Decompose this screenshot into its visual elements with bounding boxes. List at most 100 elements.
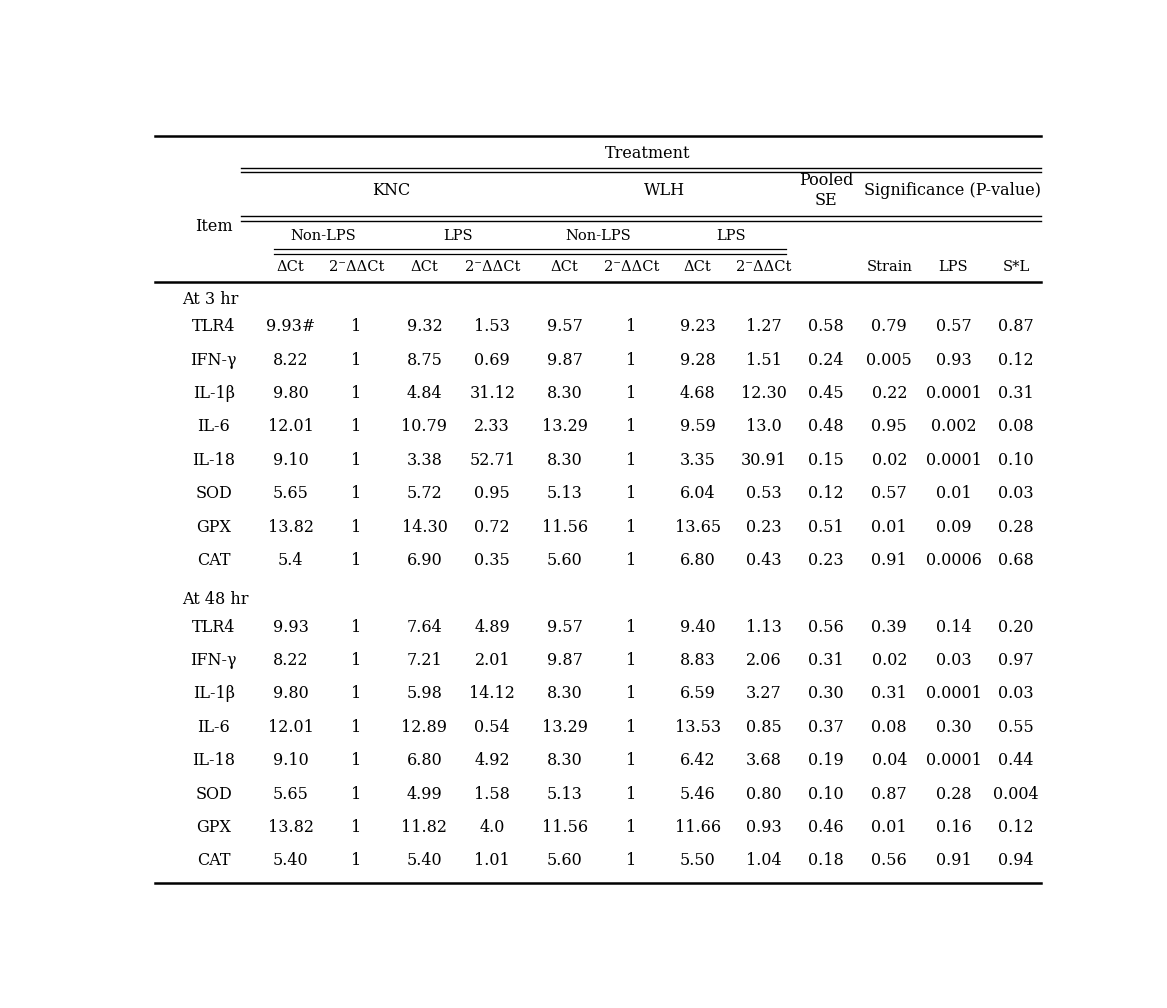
Text: 0.44: 0.44 bbox=[998, 752, 1034, 769]
Text: 0.56: 0.56 bbox=[872, 853, 907, 869]
Text: 1: 1 bbox=[351, 485, 362, 502]
Text: 1: 1 bbox=[351, 652, 362, 669]
Text: ΔCt: ΔCt bbox=[411, 260, 439, 274]
Text: 1: 1 bbox=[351, 385, 362, 402]
Text: IFN-γ: IFN-γ bbox=[190, 352, 237, 369]
Text: 52.71: 52.71 bbox=[469, 452, 516, 469]
Text: 0.12: 0.12 bbox=[998, 352, 1034, 369]
Text: IFN-γ: IFN-γ bbox=[190, 652, 237, 669]
Text: 1: 1 bbox=[627, 485, 637, 502]
Text: 0.68: 0.68 bbox=[998, 552, 1034, 569]
Text: 9.10: 9.10 bbox=[273, 752, 308, 769]
Text: 1: 1 bbox=[627, 619, 637, 636]
Text: 1: 1 bbox=[627, 785, 637, 802]
Text: 0.08: 0.08 bbox=[998, 418, 1034, 435]
Text: 2⁻ΔΔCt: 2⁻ΔΔCt bbox=[329, 260, 384, 274]
Text: 8.30: 8.30 bbox=[547, 452, 582, 469]
Text: 9.40: 9.40 bbox=[679, 619, 715, 636]
Text: 1.27: 1.27 bbox=[746, 319, 782, 336]
Text: 0.87: 0.87 bbox=[998, 319, 1034, 336]
Text: 0.24: 0.24 bbox=[809, 352, 844, 369]
Text: 1: 1 bbox=[627, 719, 637, 736]
Text: 0.09: 0.09 bbox=[936, 518, 971, 535]
Text: 1: 1 bbox=[627, 552, 637, 569]
Text: 0.45: 0.45 bbox=[809, 385, 844, 402]
Text: 5.46: 5.46 bbox=[679, 785, 715, 802]
Text: 0.02: 0.02 bbox=[872, 452, 907, 469]
Text: LPS: LPS bbox=[938, 260, 969, 274]
Text: 1: 1 bbox=[351, 319, 362, 336]
Text: 1: 1 bbox=[351, 785, 362, 802]
Text: TLR4: TLR4 bbox=[191, 619, 236, 636]
Text: 0.43: 0.43 bbox=[746, 552, 782, 569]
Text: 0.23: 0.23 bbox=[746, 518, 782, 535]
Text: 0.0001: 0.0001 bbox=[925, 685, 981, 703]
Text: 1.04: 1.04 bbox=[746, 853, 782, 869]
Text: SOD: SOD bbox=[195, 485, 232, 502]
Text: 0.23: 0.23 bbox=[809, 552, 844, 569]
Text: 0.57: 0.57 bbox=[936, 319, 971, 336]
Text: 9.57: 9.57 bbox=[546, 619, 582, 636]
Text: 0.91: 0.91 bbox=[872, 552, 907, 569]
Text: 0.31: 0.31 bbox=[872, 685, 907, 703]
Text: 0.93: 0.93 bbox=[936, 352, 971, 369]
Text: 5.65: 5.65 bbox=[273, 485, 308, 502]
Text: 4.68: 4.68 bbox=[679, 385, 715, 402]
Text: 0.94: 0.94 bbox=[998, 853, 1034, 869]
Text: 13.53: 13.53 bbox=[675, 719, 721, 736]
Text: 4.92: 4.92 bbox=[475, 752, 510, 769]
Text: IL-6: IL-6 bbox=[197, 719, 230, 736]
Text: 2.01: 2.01 bbox=[475, 652, 510, 669]
Text: 12.01: 12.01 bbox=[267, 719, 314, 736]
Text: 9.93#: 9.93# bbox=[266, 319, 315, 336]
Text: 9.59: 9.59 bbox=[679, 418, 715, 435]
Text: 11.56: 11.56 bbox=[541, 518, 588, 535]
Text: 0.0006: 0.0006 bbox=[925, 552, 981, 569]
Text: 0.93: 0.93 bbox=[746, 818, 782, 836]
Text: 0.002: 0.002 bbox=[931, 418, 977, 435]
Text: 1.01: 1.01 bbox=[475, 853, 510, 869]
Text: LPS: LPS bbox=[715, 229, 746, 243]
Text: 1: 1 bbox=[627, 452, 637, 469]
Text: 1: 1 bbox=[351, 619, 362, 636]
Text: Treatment: Treatment bbox=[605, 145, 691, 162]
Text: 0.55: 0.55 bbox=[998, 719, 1034, 736]
Text: SOD: SOD bbox=[195, 785, 232, 802]
Text: 12.89: 12.89 bbox=[401, 719, 447, 736]
Text: 4.99: 4.99 bbox=[406, 785, 442, 802]
Text: 8.83: 8.83 bbox=[679, 652, 715, 669]
Text: ΔCt: ΔCt bbox=[551, 260, 579, 274]
Text: 6.80: 6.80 bbox=[679, 552, 715, 569]
Text: 2.06: 2.06 bbox=[746, 652, 782, 669]
Text: 5.60: 5.60 bbox=[547, 853, 582, 869]
Text: 5.50: 5.50 bbox=[679, 853, 715, 869]
Text: 1: 1 bbox=[351, 719, 362, 736]
Text: 1: 1 bbox=[627, 385, 637, 402]
Text: ΔCt: ΔCt bbox=[277, 260, 305, 274]
Text: 6.42: 6.42 bbox=[679, 752, 715, 769]
Text: 12.30: 12.30 bbox=[741, 385, 787, 402]
Text: WLH: WLH bbox=[643, 182, 685, 200]
Text: Pooled: Pooled bbox=[799, 172, 853, 190]
Text: 0.18: 0.18 bbox=[808, 853, 844, 869]
Text: 0.22: 0.22 bbox=[872, 385, 907, 402]
Text: 1: 1 bbox=[627, 418, 637, 435]
Text: 5.40: 5.40 bbox=[273, 853, 308, 869]
Text: 10.79: 10.79 bbox=[401, 418, 447, 435]
Text: 8.30: 8.30 bbox=[547, 752, 582, 769]
Text: 1: 1 bbox=[351, 752, 362, 769]
Text: Non-LPS: Non-LPS bbox=[291, 229, 356, 243]
Text: 1: 1 bbox=[627, 853, 637, 869]
Text: 1: 1 bbox=[351, 418, 362, 435]
Text: 5.65: 5.65 bbox=[273, 785, 308, 802]
Text: 0.10: 0.10 bbox=[998, 452, 1034, 469]
Text: 0.51: 0.51 bbox=[808, 518, 844, 535]
Text: 31.12: 31.12 bbox=[469, 385, 516, 402]
Text: 0.95: 0.95 bbox=[872, 418, 907, 435]
Text: 9.80: 9.80 bbox=[273, 385, 308, 402]
Text: 13.29: 13.29 bbox=[541, 418, 588, 435]
Text: 1: 1 bbox=[351, 518, 362, 535]
Text: 3.38: 3.38 bbox=[406, 452, 442, 469]
Text: 0.39: 0.39 bbox=[872, 619, 907, 636]
Text: 9.87: 9.87 bbox=[546, 352, 582, 369]
